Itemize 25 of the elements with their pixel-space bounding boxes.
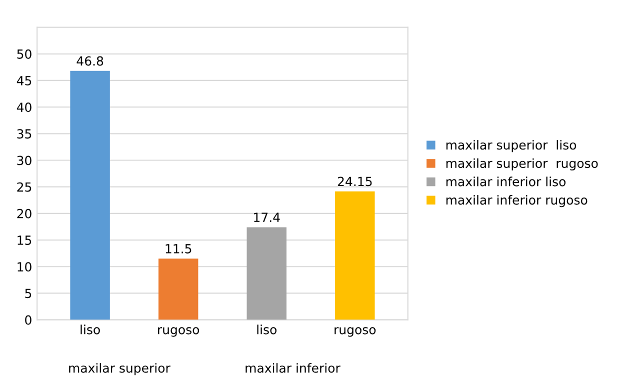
y-tick-label: 25 [17,182,32,192]
legend-label: maxilar superior liso [446,140,576,152]
text: maxilar inferior [246,363,340,373]
x-tick-label: liso [80,324,100,334]
data-label: 11.5 [166,244,192,254]
legend-label: maxilar inferior rugoso [446,195,588,208]
y-tick-label: 45 [16,76,32,86]
y-tick-label: 5 [25,288,32,298]
legend-label: maxilar inferior liso [446,176,566,186]
y-tick-label: 30 [17,156,32,166]
y-tick-label: 10 [18,262,32,272]
data-label: 24.15 [338,176,372,186]
text: maxilar superior [69,363,170,376]
x-tick-label: rugoso [334,327,376,337]
y-tick-label: 20 [17,208,32,218]
y-tick-label: 35 [17,129,32,139]
y-tick-label: 15 [18,236,32,245]
x-tick-label: rugoso [158,327,200,337]
data-label: 17.4 [254,212,280,222]
x-tick-label: liso [257,324,276,334]
y-tick-label: 40 [16,102,32,112]
y-tick-label: 0 [25,315,32,325]
legend-label: maxilar superior rugoso [446,158,598,170]
y-tick-label: 50 [17,49,32,59]
data-label: 46.8 [76,56,104,66]
